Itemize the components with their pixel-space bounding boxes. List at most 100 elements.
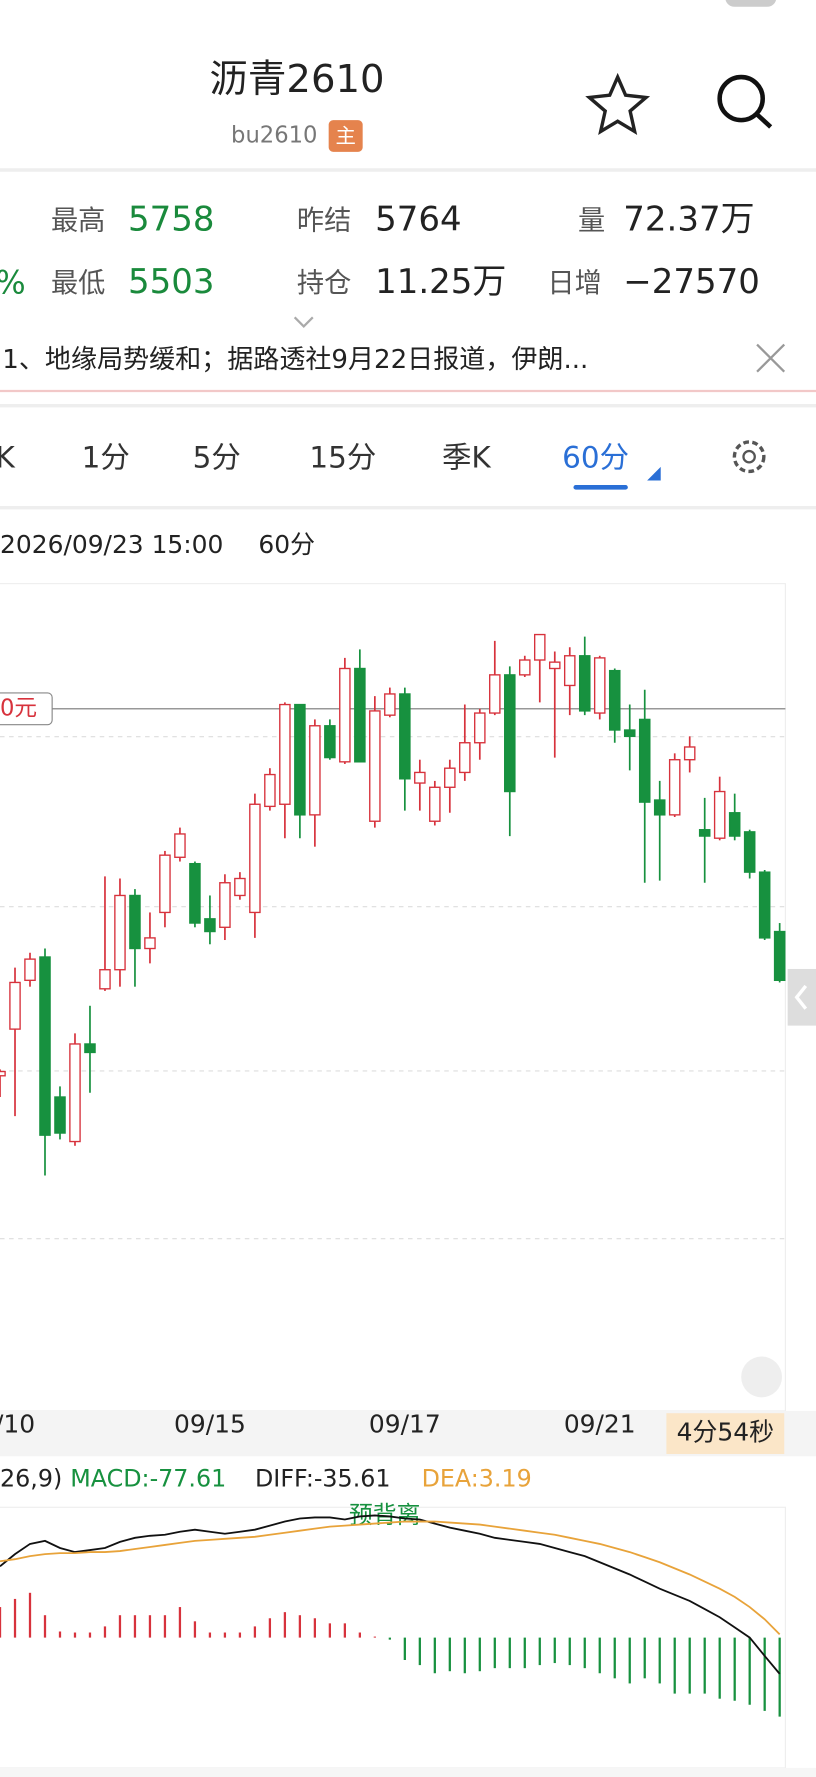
candle-body	[504, 674, 516, 793]
stat-label: 最高	[51, 206, 105, 237]
status-battery	[725, 0, 777, 7]
stat-value: 5503	[128, 262, 215, 302]
tab[interactable]: 15分	[309, 440, 376, 474]
price-tag-text: 0元	[0, 695, 37, 721]
candle-body	[219, 882, 231, 928]
candle-body	[114, 894, 126, 971]
x-tick-label: 09/17	[369, 1410, 441, 1439]
stat-label: 日增	[547, 268, 601, 299]
candle-body	[264, 773, 276, 808]
candle-body	[159, 854, 171, 914]
settings-core	[742, 449, 756, 464]
tab-dropdown	[647, 466, 661, 481]
candle-body	[653, 799, 666, 816]
candle-body	[578, 655, 591, 712]
candle-body	[638, 718, 651, 803]
candle-body	[84, 1043, 96, 1054]
candle-body	[698, 829, 711, 837]
close-icon[interactable]	[756, 343, 786, 373]
candle-body	[339, 667, 351, 763]
tab[interactable]: 1分	[82, 440, 130, 474]
candle-body	[39, 956, 51, 1136]
candle-body	[279, 703, 291, 805]
candle-body	[414, 771, 426, 784]
candle-body	[429, 786, 441, 822]
candle-body	[758, 871, 771, 939]
candle-body	[459, 742, 471, 774]
candle-body	[563, 655, 576, 687]
tab[interactable]: 季K	[442, 440, 491, 474]
chart-period: 60分	[258, 530, 315, 559]
bottom-bar	[0, 1767, 816, 1777]
star-icon[interactable]	[585, 72, 651, 135]
candle-body	[189, 862, 201, 924]
scroll-arrow	[794, 984, 808, 1010]
chart-subtitle: 2026/09/23 15:00	[0, 530, 223, 559]
candle-body	[533, 633, 546, 661]
candle-body	[489, 674, 501, 714]
candle-body	[129, 894, 141, 950]
tabs: K 1分 5分 15分 季K 60分	[0, 440, 629, 474]
tab[interactable]: K	[0, 440, 15, 474]
candle-body	[234, 877, 246, 897]
candle-body	[623, 729, 636, 738]
stat-value: 11.25万	[375, 262, 506, 302]
candle-body	[354, 667, 366, 763]
macd-line	[0, 1514, 781, 1675]
settings-icon[interactable]	[732, 440, 766, 474]
candle-body	[324, 725, 336, 759]
candle-body	[548, 661, 561, 670]
search-handle	[755, 112, 773, 129]
stat-cut: %	[0, 265, 26, 301]
candle-body	[743, 831, 756, 873]
candle-body	[249, 803, 261, 914]
candle-body	[309, 725, 321, 816]
candle-body	[593, 657, 606, 714]
tab[interactable]: 5分	[193, 440, 241, 474]
x-tick-label: 09/21	[564, 1410, 636, 1439]
badge-text: 主	[335, 124, 355, 148]
candle-body	[474, 712, 486, 744]
stat-label: 最低	[51, 268, 105, 299]
macd-legend: MACD:-77.61	[70, 1465, 226, 1493]
code: bu2610	[231, 122, 317, 148]
stat-value: 5758	[128, 199, 215, 239]
candle-body	[54, 1096, 66, 1134]
search-icon[interactable]	[717, 74, 765, 123]
stat-label: 昨结	[297, 206, 351, 237]
stat-value: −27570	[623, 262, 760, 302]
expand-button[interactable]	[741, 1356, 782, 1398]
expand-chevron[interactable]	[293, 316, 314, 328]
candle-body	[204, 918, 216, 933]
badge	[328, 120, 363, 152]
candle-body	[174, 833, 186, 858]
candle-body	[728, 812, 741, 837]
stat-label: 量	[578, 206, 605, 237]
tab-active[interactable]: 60分	[562, 440, 629, 474]
candle-body	[519, 659, 531, 676]
title: 沥青2610	[209, 57, 384, 102]
candle-body	[9, 981, 21, 1030]
dea-legend: DEA:3.19	[422, 1465, 532, 1493]
candle-body	[99, 969, 111, 990]
candle-body	[399, 693, 411, 780]
candle-body	[69, 1043, 81, 1143]
candle-body	[444, 767, 456, 788]
candle-body	[0, 1070, 6, 1077]
news[interactable]: 1、地缘局势缓和；据路透社9月22日报道，伊朗...	[2, 345, 588, 375]
candle-body	[773, 930, 786, 982]
candle-body	[713, 790, 726, 839]
scroll-button[interactable]	[787, 968, 816, 1026]
countdown-box	[666, 1413, 785, 1455]
candle-body	[384, 693, 396, 716]
candle-body	[24, 958, 36, 982]
tab-underline	[573, 485, 628, 490]
candle-body	[294, 703, 306, 816]
candle-body	[369, 710, 381, 822]
diff-legend: DIFF:-35.61	[255, 1465, 391, 1493]
stats: 最高 5758 昨结 5764 量 72.37万 % 最低 5503 持仓 11…	[0, 199, 760, 301]
stat-value: 5764	[375, 199, 462, 239]
